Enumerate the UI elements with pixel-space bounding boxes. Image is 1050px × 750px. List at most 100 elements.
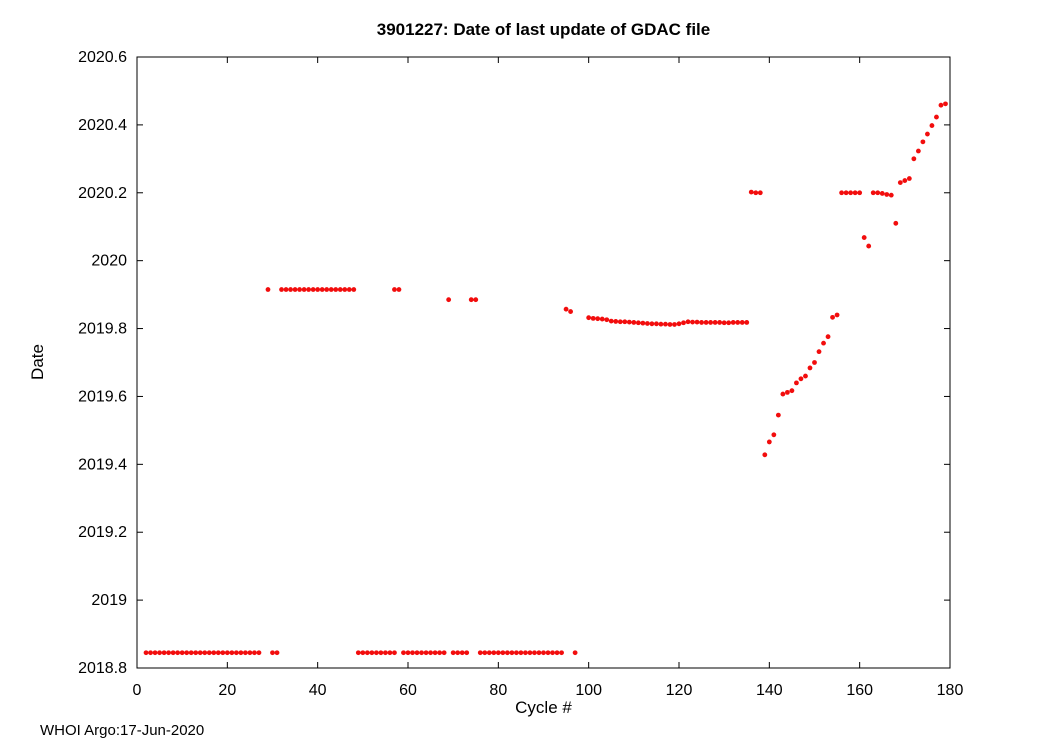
- data-point: [663, 321, 668, 327]
- data-point: [816, 349, 822, 355]
- data-point: [897, 180, 903, 185]
- data-point: [188, 650, 194, 656]
- data-point: [830, 314, 835, 320]
- data-point: [572, 650, 578, 656]
- data-point: [202, 650, 208, 656]
- data-point: [599, 316, 605, 322]
- data-point: [626, 319, 632, 325]
- data-point: [586, 315, 592, 321]
- x-tick-label: 40: [309, 682, 327, 699]
- data-point: [852, 190, 858, 196]
- data-point: [554, 650, 560, 656]
- data-point: [450, 650, 456, 656]
- chart-title: 3901227: Date of last update of GDAC fil…: [376, 20, 711, 39]
- data-point: [238, 650, 244, 656]
- data-point: [351, 287, 357, 292]
- data-point: [812, 360, 817, 365]
- data-point: [486, 650, 492, 656]
- data-point: [780, 391, 786, 397]
- data-point: [224, 650, 230, 656]
- data-point: [857, 190, 863, 196]
- data-point: [270, 650, 275, 656]
- data-point: [233, 650, 239, 656]
- x-tick-label: 100: [575, 682, 602, 699]
- data-point: [775, 412, 781, 418]
- data-point: [491, 650, 497, 656]
- data-point: [730, 320, 736, 325]
- y-tick-label: 2019.8: [78, 321, 127, 338]
- data-point: [744, 320, 750, 325]
- data-point: [369, 650, 375, 656]
- x-tick-label: 20: [218, 682, 236, 699]
- data-point: [617, 319, 623, 325]
- data-point: [292, 287, 298, 292]
- data-point: [870, 190, 876, 196]
- data-point: [446, 297, 452, 303]
- data-point: [518, 650, 524, 656]
- data-point: [256, 650, 262, 656]
- data-point: [437, 650, 443, 656]
- data-point: [500, 650, 506, 656]
- data-point: [482, 650, 488, 656]
- y-tick-label: 2019.6: [78, 388, 127, 405]
- data-point: [337, 287, 343, 292]
- data-point: [170, 650, 176, 656]
- data-point: [604, 317, 610, 323]
- data-point: [279, 287, 284, 292]
- data-point: [925, 131, 930, 137]
- data-point: [387, 650, 393, 656]
- data-point: [807, 365, 813, 371]
- data-point: [315, 287, 321, 292]
- data-point: [622, 319, 628, 325]
- data-point: [559, 650, 564, 656]
- data-point: [360, 650, 366, 656]
- data-point: [753, 190, 759, 196]
- data-point: [906, 176, 912, 181]
- data-point: [766, 439, 772, 445]
- data-point: [843, 190, 849, 196]
- data-point: [468, 297, 474, 303]
- data-point: [541, 650, 546, 656]
- data-point: [265, 287, 271, 292]
- data-point: [568, 309, 573, 314]
- data-point: [143, 650, 149, 656]
- x-tick-label: 160: [846, 682, 873, 699]
- data-point: [373, 650, 379, 656]
- data-point: [157, 650, 162, 656]
- data-point: [681, 320, 686, 326]
- y-tick-label: 2020: [91, 253, 127, 270]
- data-point: [355, 650, 361, 656]
- data-point: [717, 320, 723, 325]
- data-point: [220, 650, 226, 656]
- data-point: [771, 432, 777, 438]
- data-point: [301, 287, 307, 292]
- x-tick-label: 80: [489, 682, 507, 699]
- data-point: [798, 376, 804, 382]
- data-point: [405, 650, 411, 656]
- data-point: [550, 650, 555, 656]
- x-tick-label: 0: [133, 682, 142, 699]
- data-point: [215, 650, 221, 656]
- data-point: [527, 650, 533, 656]
- data-point: [712, 320, 718, 325]
- data-point: [861, 235, 867, 240]
- data-point: [676, 321, 682, 327]
- data-point: [748, 189, 754, 195]
- data-point: [378, 650, 384, 656]
- data-point: [306, 287, 312, 292]
- data-point: [875, 190, 881, 196]
- plot-box: [136, 56, 951, 669]
- data-point: [644, 321, 650, 326]
- data-point: [590, 315, 596, 321]
- data-point: [328, 287, 334, 292]
- data-point: [721, 320, 727, 326]
- data-point: [821, 340, 826, 346]
- data-point: [672, 322, 677, 327]
- data-point: [825, 334, 831, 340]
- data-point: [419, 650, 424, 656]
- data-point: [324, 287, 330, 292]
- data-point: [631, 320, 637, 325]
- y-tick-label: 2020.2: [78, 185, 127, 202]
- data-point: [310, 287, 316, 292]
- data-point: [694, 319, 700, 325]
